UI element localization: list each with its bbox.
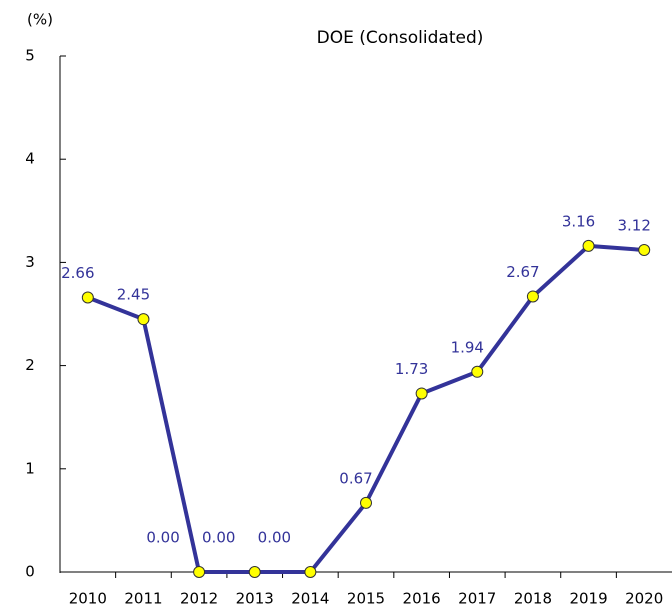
marker — [137, 313, 150, 326]
x-tick-label: 2015 — [347, 590, 385, 608]
marker — [360, 496, 372, 509]
value-label: 3.16 — [562, 212, 595, 230]
value-label: 2.45 — [117, 286, 150, 304]
marker — [415, 387, 428, 400]
x-tick-label: 2018 — [514, 590, 552, 608]
x-tick-label: 2014 — [291, 590, 329, 608]
value-label: 1.94 — [451, 338, 484, 356]
marker — [526, 290, 539, 303]
value-label: 0.00 — [146, 529, 179, 547]
y-tick-label: 3 — [25, 253, 35, 271]
marker — [81, 291, 94, 304]
chart-title: DOE (Consolidated) — [317, 28, 484, 48]
marker — [471, 365, 484, 378]
value-label: 0.00 — [258, 529, 291, 547]
x-tick-label: 2012 — [180, 590, 218, 608]
line — [87, 243, 645, 574]
x-tick-label: 2013 — [236, 590, 274, 608]
y-tick-label: 5 — [25, 47, 35, 65]
x-tick-label: 2017 — [458, 590, 496, 608]
value-label: 2.66 — [61, 264, 94, 282]
y-tick-label: 1 — [25, 459, 35, 477]
x-tick-label: 2019 — [569, 590, 607, 608]
value-label: 3.12 — [617, 217, 650, 235]
value-label: 0.00 — [202, 529, 235, 547]
marker — [638, 244, 651, 257]
y-tick-label: 0 — [25, 563, 35, 581]
y-axis-label: (%) — [27, 11, 53, 29]
x-tick-label: 2010 — [69, 590, 107, 608]
x-tick-label: 2011 — [124, 590, 162, 608]
value-label: 2.67 — [506, 263, 539, 281]
marker — [582, 239, 595, 252]
marker — [248, 566, 261, 578]
value-label: 1.73 — [395, 360, 428, 378]
x-tick-label: 2016 — [403, 590, 441, 608]
marker — [193, 566, 206, 578]
marker — [304, 566, 317, 578]
y-tick-label: 2 — [25, 356, 35, 374]
y-tick-label: 4 — [25, 150, 35, 168]
value-label: 0.67 — [339, 469, 372, 487]
x-tick-label: 2020 — [625, 590, 663, 608]
